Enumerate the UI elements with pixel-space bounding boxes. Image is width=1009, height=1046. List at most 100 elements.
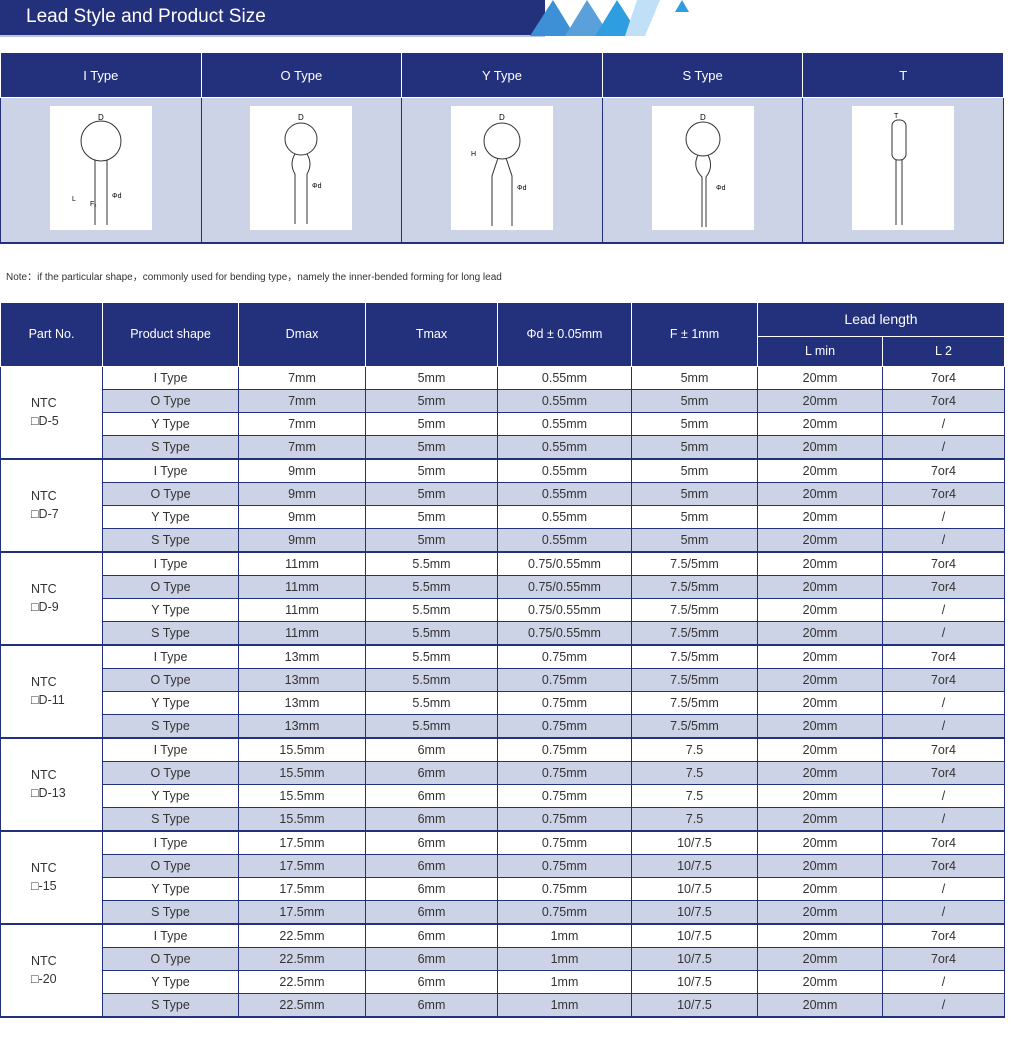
- table-row: O Type 11mm 5.5mm 0.75/0.55mm 7.5/5mm 20mm 7or…: [1, 575, 1005, 599]
- table-cell: 20mm: [757, 900, 883, 925]
- table-cell: 20mm: [757, 970, 883, 994]
- table-cell: 11mm: [238, 551, 366, 576]
- table-cell: /: [882, 691, 1005, 715]
- table-cell: 11mm: [238, 621, 366, 646]
- lead-style-diagram-cell: D Φd: [200, 97, 403, 244]
- table-cell: S Type: [102, 621, 239, 646]
- table-cell: /: [882, 598, 1005, 622]
- table-row: O Type 17.5mm 6mm 0.75mm 10/7.5 20mm 7or4: [1, 854, 1005, 878]
- table-cell: 22.5mm: [238, 923, 366, 948]
- table-cell: 6mm: [365, 761, 498, 785]
- table-cell: 10/7.5: [631, 923, 758, 948]
- table-cell: S Type: [102, 714, 239, 739]
- table-cell: 6mm: [365, 877, 498, 901]
- header-pitch: F ± 1mm: [631, 303, 758, 367]
- table-cell: 6mm: [365, 830, 498, 855]
- table-cell: 20mm: [757, 412, 883, 436]
- table-cell: 5mm: [365, 435, 498, 460]
- svg-text:D: D: [98, 113, 104, 122]
- table-cell: 20mm: [757, 668, 883, 692]
- table-cell: 20mm: [757, 458, 883, 483]
- table-cell: 20mm: [757, 993, 883, 1018]
- table-cell: /: [882, 435, 1005, 460]
- lead-style-diagram: D F₁ Φd L: [49, 105, 152, 230]
- header-l-min: L min: [757, 335, 883, 367]
- table-cell: 5mm: [631, 412, 758, 436]
- table-cell: 17.5mm: [238, 830, 366, 855]
- table-cell: Y Type: [102, 877, 239, 901]
- table-cell: 7.5: [631, 784, 758, 808]
- table-cell: O Type: [102, 947, 239, 971]
- table-row: Y Type 13mm 5.5mm 0.75mm 7.5/5mm 20mm /: [1, 691, 1005, 715]
- table-cell: 7mm: [238, 366, 366, 390]
- table-cell: O Type: [102, 575, 239, 599]
- table-cell: I Type: [102, 737, 239, 762]
- table-cell: 11mm: [238, 575, 366, 599]
- table-cell: 7or4: [882, 830, 1005, 855]
- table-cell: 20mm: [757, 621, 883, 646]
- table-cell: 7or4: [882, 737, 1005, 762]
- table-cell: 22.5mm: [238, 970, 366, 994]
- table-cell: I Type: [102, 830, 239, 855]
- table-cell: 5.5mm: [365, 621, 498, 646]
- table-cell: 10/7.5: [631, 854, 758, 878]
- header-product-shape: Product shape: [102, 303, 239, 367]
- table-row: Y Type 15.5mm 6mm 0.75mm 7.5 20mm /: [1, 784, 1005, 808]
- table-row: O Type 22.5mm 6mm 1mm 10/7.5 20mm 7or4: [1, 947, 1005, 971]
- table-row: S Type 22.5mm 6mm 1mm 10/7.5 20mm /: [1, 993, 1005, 1018]
- table-row: NTC □D-13 I Type 15.5mm 6mm 0.75mm 7.5 20mm 7or4: [0, 737, 1005, 832]
- table-cell: 0.75mm: [497, 877, 632, 901]
- table-cell: 7or4: [882, 947, 1005, 971]
- table-row: NTC □D-5 I Type 7mm 5mm 0.55mm 5mm 20mm 7or4: [0, 366, 1005, 460]
- header-part-no: Part No.: [0, 303, 103, 367]
- table-row: O Type 7mm 5mm 0.55mm 5mm 20mm 7or4: [1, 389, 1005, 413]
- table-row: S Type 17.5mm 6mm 0.75mm 10/7.5 20mm /: [1, 900, 1005, 925]
- table-cell: 10/7.5: [631, 947, 758, 971]
- table-cell: 5.5mm: [365, 714, 498, 739]
- table-cell: 17.5mm: [238, 877, 366, 901]
- table-cell: 0.75mm: [497, 854, 632, 878]
- table-cell: 7or4: [882, 923, 1005, 948]
- table-cell: 5mm: [631, 389, 758, 413]
- part-number-cell: NTC □D-11: [0, 644, 103, 739]
- table-cell: 5mm: [365, 482, 498, 506]
- table-row: Y Type 11mm 5.5mm 0.75/0.55mm 7.5/5mm 20mm /: [1, 598, 1005, 622]
- part-number-cell: NTC □D-9: [0, 551, 103, 646]
- table-cell: 9mm: [238, 458, 366, 483]
- table-cell: 0.75mm: [497, 761, 632, 785]
- table-cell: 5mm: [631, 435, 758, 460]
- table-cell: 5.5mm: [365, 668, 498, 692]
- table-cell: 5mm: [631, 482, 758, 506]
- lead-style-diagram: T: [852, 105, 955, 230]
- note-text: Note：if the particular shape，commonly us…: [6, 272, 502, 283]
- table-row: S Type 13mm 5.5mm 0.75mm 7.5/5mm 20mm /: [1, 714, 1005, 739]
- svg-text:Φd: Φd: [112, 193, 122, 200]
- table-cell: 5mm: [365, 505, 498, 529]
- table-row: Y Type 17.5mm 6mm 0.75mm 10/7.5 20mm /: [1, 877, 1005, 901]
- table-cell: O Type: [102, 854, 239, 878]
- table-cell: 9mm: [238, 482, 366, 506]
- table-cell: 7.5/5mm: [631, 575, 758, 599]
- table-cell: 7or4: [882, 668, 1005, 692]
- table-cell: 10/7.5: [631, 993, 758, 1018]
- table-cell: 20mm: [757, 435, 883, 460]
- table-cell: 7.5/5mm: [631, 691, 758, 715]
- lead-style-diagram: D Φd: [250, 105, 353, 230]
- table-cell: O Type: [102, 482, 239, 506]
- part-suffix: □D-13: [31, 786, 66, 800]
- table-cell: 0.55mm: [497, 366, 632, 390]
- table-cell: 5.5mm: [365, 644, 498, 669]
- table-cell: 15.5mm: [238, 737, 366, 762]
- table-cell: 5mm: [631, 366, 758, 390]
- table-cell: 15.5mm: [238, 807, 366, 832]
- table-cell: Y Type: [102, 505, 239, 529]
- table-cell: /: [882, 877, 1005, 901]
- table-cell: 0.55mm: [497, 435, 632, 460]
- table-row: NTC □-20 I Type 22.5mm 6mm 1mm 10/7.5 20mm 7or4: [0, 923, 1005, 1018]
- table-cell: 7or4: [882, 761, 1005, 785]
- table-cell: Y Type: [102, 412, 239, 436]
- table-cell: 0.55mm: [497, 389, 632, 413]
- table-cell: 7.5: [631, 737, 758, 762]
- table-cell: 6mm: [365, 784, 498, 808]
- table-row: Y Type 22.5mm 6mm 1mm 10/7.5 20mm /: [1, 970, 1005, 994]
